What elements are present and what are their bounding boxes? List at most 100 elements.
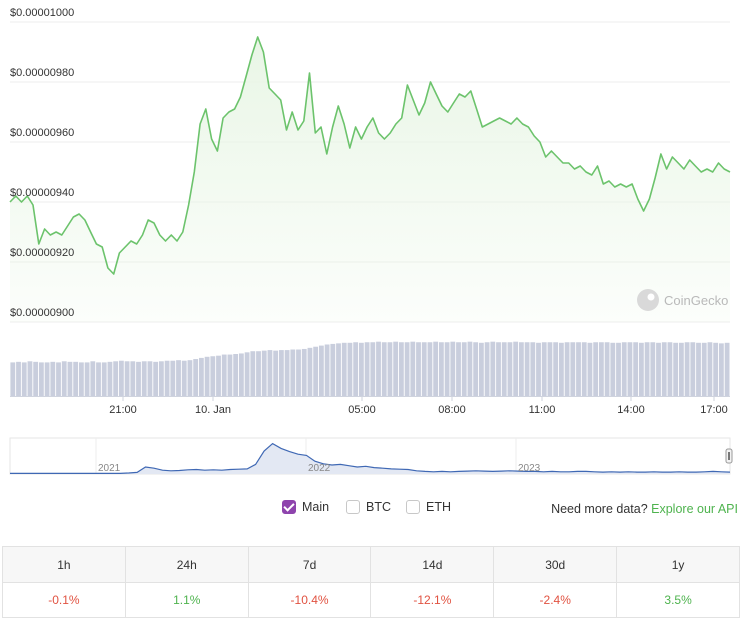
volume-bar bbox=[404, 342, 410, 396]
volume-bar bbox=[278, 350, 284, 396]
volume-bar bbox=[444, 342, 450, 396]
x-tick-label: 05:00 bbox=[348, 404, 376, 416]
volume-bar bbox=[27, 361, 33, 396]
volume-bar bbox=[398, 342, 404, 396]
volume-bar bbox=[261, 350, 267, 396]
y-tick-label: $0.00000900 bbox=[10, 307, 74, 319]
btc-checkbox-box[interactable] bbox=[346, 500, 360, 514]
volume-bar bbox=[547, 342, 553, 396]
volume-bar bbox=[518, 342, 524, 396]
volume-bar bbox=[347, 342, 353, 396]
volume-bar bbox=[130, 361, 136, 396]
header-7d: 7d bbox=[247, 546, 372, 583]
volume-bar bbox=[233, 354, 239, 396]
coingecko-watermark: CoinGecko bbox=[637, 289, 728, 311]
price-line bbox=[9, 36, 731, 275]
volume-bar bbox=[627, 342, 633, 396]
volume-bar bbox=[330, 343, 336, 396]
volume-bar bbox=[724, 342, 730, 396]
header-14d: 14d bbox=[370, 546, 495, 583]
volume-bar bbox=[673, 342, 679, 396]
volume-bar bbox=[604, 342, 610, 396]
volume-bar bbox=[490, 341, 496, 396]
volume-bar bbox=[210, 356, 216, 396]
volume-bar bbox=[44, 362, 50, 396]
volume-bar bbox=[536, 342, 541, 396]
volume-bar bbox=[90, 361, 96, 396]
x-tick-label: 14:00 bbox=[617, 404, 645, 416]
volume-bar bbox=[227, 354, 233, 396]
volume-bar bbox=[61, 361, 67, 396]
change-14d: -12.1% bbox=[370, 582, 495, 618]
volume-bar bbox=[193, 359, 199, 396]
volume-bar bbox=[433, 341, 439, 396]
main-label: Main bbox=[302, 500, 330, 514]
volume-bar bbox=[467, 341, 473, 396]
y-tick-label: $0.00000920 bbox=[10, 247, 74, 259]
volume-bar bbox=[244, 352, 250, 396]
header-30d: 30d bbox=[493, 546, 618, 583]
y-tick-label: $0.00000940 bbox=[10, 187, 74, 199]
volume-bar bbox=[147, 361, 153, 396]
y-axis-ticks: $0.00001000 $0.00000980 $0.00000960 $0.0000… bbox=[10, 7, 74, 319]
volume-bars bbox=[10, 341, 730, 397]
volume-bar bbox=[501, 342, 507, 396]
volume-bar bbox=[690, 342, 696, 396]
x-tick-label: 10. Jan bbox=[195, 404, 231, 416]
volume-bar bbox=[421, 342, 427, 396]
eth-label: ETH bbox=[426, 500, 451, 514]
volume-bar bbox=[410, 341, 416, 396]
volume-bar bbox=[336, 343, 341, 396]
header-24h: 24h bbox=[124, 546, 249, 583]
volume-bar bbox=[376, 341, 381, 396]
volume-bar bbox=[661, 342, 667, 396]
volume-bar bbox=[187, 360, 193, 396]
volume-bar bbox=[530, 342, 536, 396]
x-axis-ticks: 21:00 10. Jan 05:00 08:00 11:00 14:00 17:00 bbox=[109, 396, 728, 416]
header-1y: 1y bbox=[616, 546, 740, 583]
volume-bar bbox=[478, 342, 484, 396]
volume-bar bbox=[284, 350, 290, 396]
navigator[interactable]: 2021 2022 2023 bbox=[9, 437, 733, 475]
volume-bar bbox=[38, 362, 44, 396]
eth-checkbox-box[interactable] bbox=[406, 500, 420, 514]
volume-bar bbox=[438, 342, 444, 396]
volume-bar bbox=[256, 351, 261, 396]
volume-bar bbox=[656, 342, 661, 396]
volume-bar bbox=[250, 351, 256, 396]
volume-bar bbox=[558, 342, 564, 396]
volume-bar bbox=[507, 342, 513, 396]
volume-bar bbox=[96, 362, 101, 396]
volume-bar bbox=[33, 361, 39, 396]
main-checkbox[interactable]: Main bbox=[282, 500, 329, 514]
volume-bar bbox=[553, 342, 559, 396]
change-1h: -0.1% bbox=[2, 582, 126, 618]
navigator-tick-label: 2021 bbox=[98, 463, 121, 474]
eth-checkbox[interactable]: ETH bbox=[406, 500, 451, 514]
volume-bar bbox=[587, 342, 593, 396]
explore-api-link[interactable]: Explore our API bbox=[651, 502, 738, 516]
volume-bar bbox=[581, 342, 587, 396]
volume-bar bbox=[176, 360, 181, 396]
change-7d: -10.4% bbox=[247, 582, 372, 618]
volume-bar bbox=[101, 362, 107, 396]
volume-bar bbox=[593, 342, 599, 396]
coingecko-logo-icon bbox=[637, 289, 659, 311]
main-checkbox-box[interactable] bbox=[282, 500, 296, 514]
volume-bar bbox=[353, 342, 359, 396]
change-24h: 1.1% bbox=[124, 582, 249, 618]
performance-table: 1h 24h 7d 14d 30d 1y -0.1% 1.1% -10.4% -… bbox=[2, 546, 740, 618]
volume-bar bbox=[324, 344, 330, 396]
volume-bar bbox=[370, 342, 376, 396]
price-area-fill bbox=[10, 37, 730, 322]
volume-bar bbox=[678, 342, 684, 396]
volume-bar bbox=[701, 342, 707, 396]
navigator-tick-label: 2022 bbox=[308, 463, 331, 474]
volume-bar bbox=[290, 349, 296, 396]
volume-bar bbox=[524, 342, 530, 396]
performance-value-row: -0.1% 1.1% -10.4% -12.1% -2.4% 3.5% bbox=[2, 582, 740, 618]
volume-bar bbox=[170, 360, 176, 396]
y-tick-label: $0.00001000 bbox=[10, 7, 74, 19]
volume-bar bbox=[570, 342, 576, 396]
btc-checkbox[interactable]: BTC bbox=[346, 500, 391, 514]
